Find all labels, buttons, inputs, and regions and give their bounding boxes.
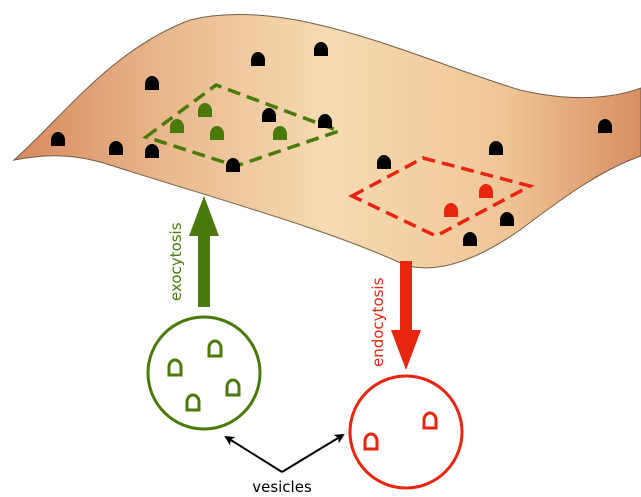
receptor-red bbox=[479, 184, 493, 198]
vesicle-cargo-red bbox=[363, 432, 379, 451]
exocytosis-label: exocytosis bbox=[167, 222, 185, 301]
exocytosis-arrow bbox=[189, 196, 219, 307]
receptor-green bbox=[170, 119, 184, 133]
receptor-black bbox=[489, 141, 503, 155]
vesicles-label: vesicles bbox=[252, 478, 312, 496]
receptor-green bbox=[198, 103, 212, 117]
receptor-black bbox=[500, 212, 514, 226]
receptor-black bbox=[377, 155, 391, 169]
receptor-black bbox=[51, 132, 65, 146]
exocytic-vesicle bbox=[146, 315, 262, 431]
endocytic-vesicle bbox=[348, 374, 464, 490]
endocytosis-patch-outline bbox=[348, 156, 535, 238]
receptor-black bbox=[314, 42, 328, 56]
vesicle-cargo-green bbox=[167, 358, 183, 377]
receptor-black bbox=[318, 114, 332, 128]
vesicle-cargo-green bbox=[185, 393, 201, 412]
endocytosis-label: endocytosis bbox=[369, 277, 387, 367]
receptor-black bbox=[145, 76, 159, 90]
receptor-black bbox=[145, 144, 159, 158]
receptor-black bbox=[262, 108, 276, 122]
endocytosis-arrow bbox=[391, 261, 421, 370]
receptor-green bbox=[210, 126, 224, 140]
receptor-black bbox=[463, 232, 477, 246]
receptor-green bbox=[273, 126, 287, 140]
receptor-black bbox=[109, 141, 123, 155]
receptor-black bbox=[226, 158, 240, 172]
membrane-receptors bbox=[51, 42, 612, 246]
receptor-red bbox=[444, 203, 458, 217]
vesicle-cargo-red bbox=[422, 411, 438, 430]
vesicle-cargo-green bbox=[225, 378, 241, 397]
vesicle-cargo-green bbox=[207, 339, 223, 358]
receptor-black bbox=[598, 119, 612, 133]
receptor-black bbox=[251, 52, 265, 66]
vesicles-pointer-arrows bbox=[224, 433, 345, 473]
